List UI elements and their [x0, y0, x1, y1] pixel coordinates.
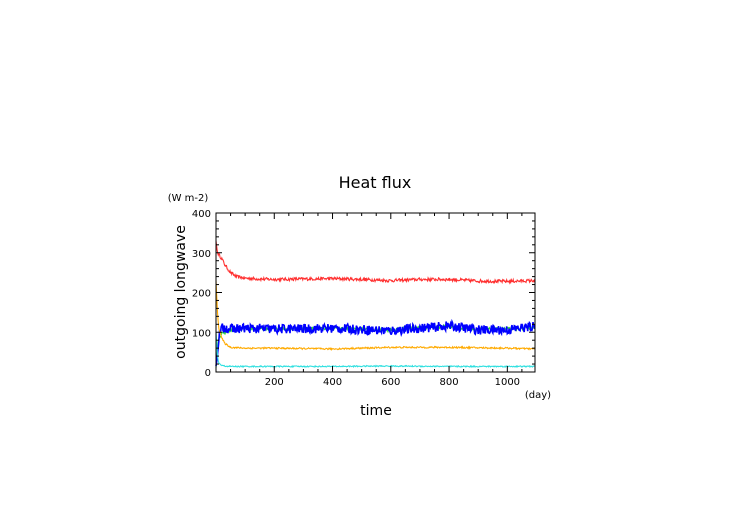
x-axis-label: time	[360, 403, 392, 419]
y-unit-label: (W m-2)	[168, 193, 209, 204]
series-line-1	[215, 240, 536, 285]
chart-title: Heat flux	[339, 173, 412, 192]
axes-layer: 200 400 600 800 1000 0 100 200 300 400	[192, 209, 536, 388]
x-tick-label: 800	[440, 377, 459, 388]
y-axis-label: outgoing longwave	[173, 225, 189, 359]
x-tick-label: 400	[323, 377, 342, 388]
x-unit-label: (day)	[525, 390, 551, 401]
y-tick-label: 300	[192, 249, 211, 260]
y-tick-label: 200	[192, 289, 211, 300]
x-tick-label: 1000	[495, 377, 520, 388]
x-tick-label: 200	[265, 377, 284, 388]
series-line-3	[215, 318, 536, 367]
series-line-5	[215, 332, 536, 369]
y-tick-label: 0	[205, 368, 211, 379]
x-tick-label: 600	[381, 377, 400, 388]
series-layer	[215, 240, 536, 369]
y-tick-label: 100	[192, 328, 211, 339]
y-tick-label: 400	[192, 209, 211, 220]
series-line-4	[215, 280, 536, 351]
